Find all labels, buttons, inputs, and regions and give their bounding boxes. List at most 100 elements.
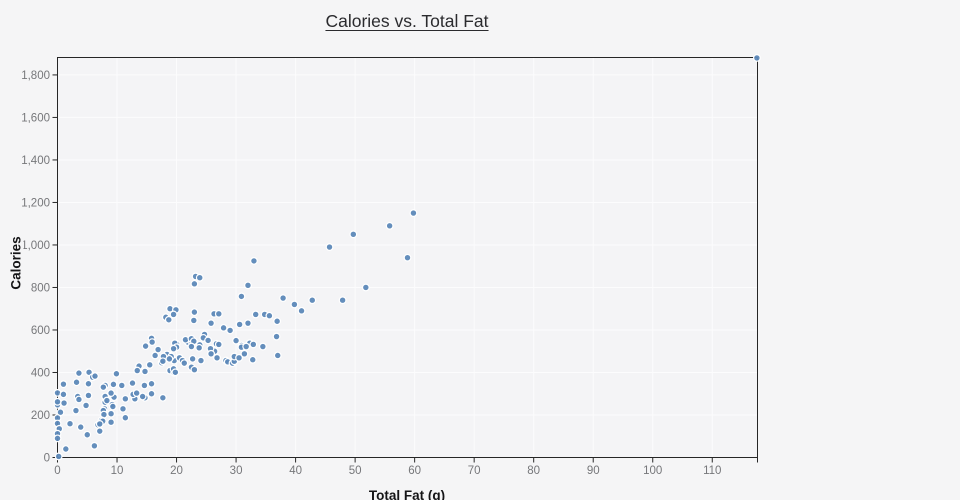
data-point [117,381,126,390]
data-point [213,353,221,362]
data-point [272,332,281,341]
data-point [214,309,223,318]
y-tick-label: 600 [31,325,50,337]
data-point [119,404,127,413]
data-point [158,393,167,402]
data-point [84,391,93,400]
data-point [95,427,104,436]
data-point [154,345,162,354]
data-point [75,395,83,404]
data-point [232,336,240,345]
data-point [90,441,99,450]
data-point [107,409,115,418]
data-point [242,342,251,351]
data-point [133,366,142,375]
data-point [72,406,80,415]
data-point [251,310,260,319]
y-tick-label: 1,600 [21,112,50,124]
y-tick-label: 200 [31,410,50,422]
data-point [180,359,189,368]
data-point [169,344,178,353]
data-point [226,326,235,335]
data-point [128,379,137,388]
data-point [250,257,258,265]
data-point [140,381,149,390]
data-point [107,389,115,398]
data-point [169,310,178,319]
data-point [207,349,215,358]
x-tick-label: 60 [408,465,421,477]
x-tick-label: 0 [54,465,60,477]
data-point [244,281,252,290]
data-point [171,368,180,377]
x-axis-title: Total Fat (g) [368,488,446,500]
data-point [273,351,282,360]
data-point [273,317,282,326]
x-tick-label: 110 [703,465,721,477]
data-point [121,413,130,422]
data-point [325,243,334,251]
data-point [219,323,228,332]
data-point [147,389,156,398]
data-point [265,311,274,320]
y-tick-label: 1,000 [21,240,50,252]
data-point [59,390,68,399]
x-tick-label: 90 [587,465,600,477]
data-point [95,420,104,428]
data-point [147,379,156,388]
data-point [197,356,205,365]
data-point [207,319,215,328]
data-point [409,209,418,217]
data-point [141,367,149,376]
data-point [158,357,167,366]
data-point [112,369,121,378]
data-point [72,378,81,387]
chart-title: Calories vs. Total Fat [325,11,489,31]
x-tick-label: 40 [289,465,302,477]
data-point [108,402,117,411]
data-point [53,434,62,443]
data-point [66,419,74,428]
data-point [403,253,412,262]
data-point [249,340,258,349]
data-point [297,306,306,315]
data-point [109,380,118,389]
data-point [190,279,199,288]
x-tick-label: 30 [230,465,243,477]
data-point [54,452,63,461]
y-tick-label: 800 [31,282,50,294]
axis-frame [57,57,758,458]
x-tick-label: 100 [643,465,662,477]
data-point [82,401,90,410]
data-point [349,230,358,239]
data-point [141,342,150,351]
x-tick-label: 10 [111,465,124,477]
data-point [132,389,141,398]
data-point [190,365,199,374]
data-point [290,300,299,309]
data-point [753,54,761,62]
data-point [91,372,99,380]
data-point [145,360,154,369]
y-tick-label: 1,200 [21,197,50,209]
x-tick-label: 80 [527,465,540,477]
x-tick-label: 50 [349,465,362,477]
data-point [385,221,394,230]
data-point [248,355,257,364]
data-point [244,319,252,328]
x-tick-label: 20 [170,465,183,477]
data-point [61,445,70,453]
y-tick-label: 1,400 [21,155,50,167]
data-point [83,430,92,439]
data-point [308,296,317,305]
data-point [195,273,204,282]
data-point [84,379,93,388]
data-point [53,397,62,406]
data-point [60,399,68,407]
data-point [59,380,68,389]
data-point [121,394,130,403]
data-point [361,283,370,292]
x-tick-label: 70 [468,465,481,477]
